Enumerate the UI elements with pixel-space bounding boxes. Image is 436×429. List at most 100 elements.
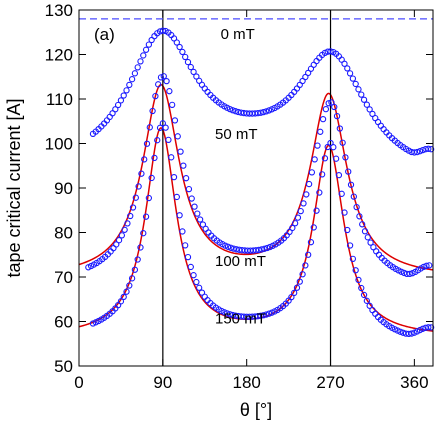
annotation-label: 150 mT <box>215 311 266 328</box>
data-point <box>201 293 208 300</box>
data-point <box>358 284 365 292</box>
data-point <box>199 221 207 228</box>
data-point <box>419 325 426 332</box>
data-point <box>223 310 231 317</box>
fit-curve-150-mT-fit <box>78 126 434 332</box>
data-point <box>180 162 187 169</box>
data-point <box>114 101 122 109</box>
data-point <box>349 255 357 262</box>
data-point <box>317 128 324 135</box>
data-point <box>319 116 327 123</box>
data-point <box>332 155 340 162</box>
data-point <box>226 311 234 318</box>
data-point <box>310 224 317 231</box>
data-point <box>367 239 374 246</box>
data-point <box>126 282 133 289</box>
data-point <box>299 271 306 278</box>
y-axis-label: tape critical current [A] <box>4 98 24 277</box>
data-point <box>358 91 365 98</box>
data-point <box>132 194 139 201</box>
data-point <box>157 74 165 81</box>
data-point <box>182 242 189 249</box>
data-point <box>338 190 345 197</box>
y-tick-label: 70 <box>54 268 73 287</box>
data-point <box>126 81 133 89</box>
data-point <box>420 263 427 271</box>
data-point <box>257 109 264 116</box>
data-point <box>229 311 236 319</box>
data-point <box>373 248 380 255</box>
data-point <box>177 148 184 155</box>
data-point <box>128 76 136 83</box>
data-point <box>296 278 303 285</box>
data-markers <box>85 27 435 338</box>
data-point <box>341 60 348 67</box>
data-point <box>260 312 267 319</box>
x-axis-label: θ [°] <box>240 400 272 420</box>
data-point <box>171 117 179 124</box>
series-150-mT <box>89 120 435 338</box>
data-point <box>313 207 320 214</box>
vertical-reference-lines <box>162 10 332 366</box>
y-tick-label: 90 <box>54 179 73 198</box>
data-point <box>138 170 145 177</box>
data-point <box>230 245 237 252</box>
data-point <box>166 88 173 95</box>
data-point <box>179 228 186 235</box>
data-point <box>293 284 301 291</box>
data-point <box>427 146 435 153</box>
data-point <box>254 110 262 117</box>
data-point <box>155 81 162 88</box>
data-point <box>258 246 265 253</box>
data-point <box>142 46 150 53</box>
data-point <box>187 263 194 271</box>
data-point <box>146 124 153 131</box>
data-point <box>397 328 404 335</box>
data-point <box>182 53 189 61</box>
data-point <box>291 289 298 297</box>
data-point <box>311 156 318 163</box>
data-point <box>356 213 363 220</box>
data-point <box>221 309 228 316</box>
data-point <box>127 212 134 220</box>
data-point <box>160 73 167 80</box>
data-point <box>416 148 424 155</box>
data-point <box>194 210 201 217</box>
x-tick-label: 90 <box>153 373 172 392</box>
data-point <box>137 244 144 251</box>
data-point <box>411 149 418 156</box>
data-point <box>408 330 415 337</box>
data-point <box>327 48 334 55</box>
data-point <box>366 106 373 113</box>
data-point <box>193 73 200 80</box>
data-point <box>131 266 139 273</box>
data-point <box>427 324 435 331</box>
data-point <box>360 291 368 299</box>
data-point <box>201 85 208 92</box>
data-point <box>148 174 155 182</box>
data-point <box>305 180 313 188</box>
data-point <box>168 154 175 161</box>
data-point <box>294 214 302 221</box>
data-point <box>165 136 172 144</box>
data-point <box>169 101 176 108</box>
data-point <box>191 203 198 210</box>
data-point <box>193 278 200 286</box>
data-point <box>159 120 166 127</box>
data-point <box>227 244 234 251</box>
data-point <box>364 234 371 241</box>
data-point <box>308 169 316 176</box>
data-point <box>342 154 349 161</box>
data-point <box>405 330 412 338</box>
series-50-mT <box>89 27 435 156</box>
data-point <box>333 112 341 120</box>
data-point <box>419 146 426 154</box>
data-point <box>170 35 178 42</box>
data-point <box>123 288 130 295</box>
data-point <box>176 43 183 51</box>
data-point <box>176 212 183 219</box>
annotation-label: 100 mT <box>215 253 266 270</box>
data-point <box>331 103 338 111</box>
data-point <box>314 142 321 149</box>
